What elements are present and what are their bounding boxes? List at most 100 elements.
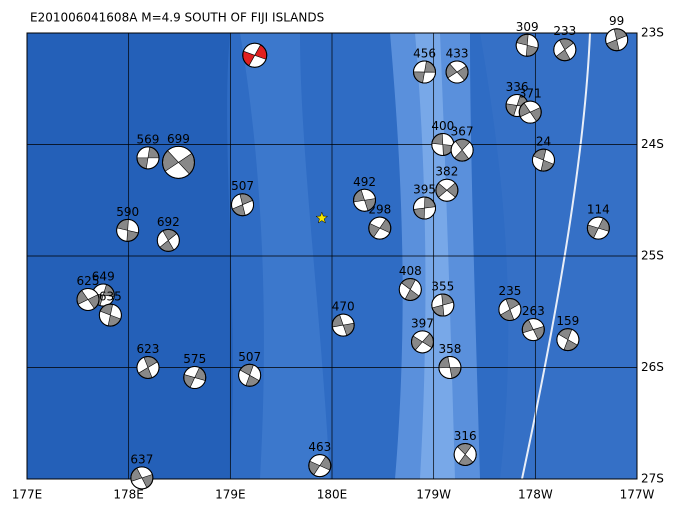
focal-mechanism <box>553 38 577 62</box>
depth-label: 316 <box>454 429 477 443</box>
depth-label: 336 <box>506 80 529 94</box>
depth-label: 635 <box>99 290 122 304</box>
ball-outline <box>586 216 610 240</box>
depth-label: 456 <box>413 47 436 61</box>
ball-outline <box>98 303 122 327</box>
focal-mechanism <box>453 442 477 466</box>
focal-mechanism <box>183 366 207 390</box>
ball-outline <box>413 196 437 220</box>
depth-label: 358 <box>438 342 461 356</box>
depth-label: 470 <box>332 300 355 314</box>
ball-outline <box>450 138 474 162</box>
depth-label: 355 <box>431 280 454 294</box>
ball-outline <box>116 218 140 242</box>
depth-label: 99 <box>609 14 624 28</box>
ball-outline <box>531 148 555 172</box>
map-title: E201006041608A M=4.9 SOUTH OF FIJI ISLAN… <box>30 11 324 25</box>
lon-label: 180E <box>317 488 348 502</box>
focal-mechanism <box>605 28 629 52</box>
depth-label: 235 <box>498 284 521 298</box>
ball-outline <box>156 228 180 252</box>
focal-mechanism <box>231 193 255 217</box>
lat-label: 24S <box>641 137 664 151</box>
depth-label: 159 <box>556 314 579 328</box>
ball-outline <box>498 298 522 322</box>
focal-mechanism <box>242 42 268 68</box>
focal-mechanism <box>521 318 545 342</box>
ball-outline <box>413 60 437 84</box>
ball-outline <box>445 60 469 84</box>
focal-mechanism <box>156 228 180 252</box>
graticule <box>26 32 638 480</box>
focal-mechanism <box>136 356 160 379</box>
depth-label: 400 <box>431 119 454 133</box>
lon-label: 177E <box>12 488 43 502</box>
depth-label: 699 <box>167 132 190 146</box>
focal-mechanism <box>586 216 610 240</box>
ball-outline <box>238 363 262 387</box>
focal-mechanism <box>353 188 377 212</box>
ball-outline <box>410 330 434 354</box>
ball-outline <box>521 318 545 342</box>
ball-outline <box>308 454 332 478</box>
ball-outline <box>438 356 462 379</box>
focal-mechanism <box>445 60 469 84</box>
ball-outline <box>76 287 100 311</box>
depth-label: 309 <box>516 20 539 34</box>
focal-mechanism <box>518 100 542 124</box>
ball-outline <box>353 188 377 212</box>
ball-outline <box>556 328 580 352</box>
ball-outline <box>183 366 207 390</box>
depth-label: 382 <box>435 165 458 179</box>
depth-label: 114 <box>587 203 610 217</box>
focal-mechanism <box>515 33 539 57</box>
focal-mechanism <box>308 454 332 478</box>
depth-label: 233 <box>553 24 576 38</box>
epicenter-star <box>315 211 329 224</box>
focal-mechanism <box>98 303 122 327</box>
focal-mechanism <box>450 138 474 162</box>
ball-outline <box>368 216 392 240</box>
ball-outline <box>515 33 539 57</box>
focal-mechanism <box>76 287 100 311</box>
ball-outline <box>453 442 477 466</box>
lon-label: 178E <box>113 488 144 502</box>
ball-outline <box>605 28 629 52</box>
depth-label: 623 <box>137 342 160 356</box>
depth-label: 463 <box>308 440 331 454</box>
focal-mechanism <box>438 356 462 379</box>
depth-label: 637 <box>130 452 153 466</box>
focal-mechanism <box>136 146 160 170</box>
ball-outline <box>242 42 268 68</box>
depth-label: 24 <box>536 135 551 149</box>
focal-mechanism <box>331 313 355 337</box>
focal-mechanism <box>238 363 262 387</box>
ball-outline <box>331 313 355 337</box>
depth-label: 395 <box>413 183 436 197</box>
depth-label: 507 <box>231 179 254 193</box>
focal-mechanism <box>398 277 422 301</box>
ball-outline <box>435 178 459 202</box>
lon-label: 179W <box>416 488 451 502</box>
ball-outline <box>398 277 422 301</box>
ball-outline <box>553 38 577 62</box>
depth-label: 263 <box>522 304 545 318</box>
lat-label: 23S <box>641 26 664 40</box>
ball-outline <box>130 466 154 490</box>
depth-label: 371 <box>519 87 542 101</box>
focal-mechanism <box>116 218 140 242</box>
depth-label: 649 <box>92 270 115 284</box>
focal-mechanism <box>556 328 580 352</box>
depth-label: 367 <box>451 125 474 139</box>
ball-outline <box>518 100 542 124</box>
focal-mechanism <box>435 178 459 202</box>
lon-label: 177W <box>620 488 655 502</box>
focal-mechanism <box>161 145 195 179</box>
focal-mechanism <box>413 60 437 84</box>
depth-label: 492 <box>353 175 376 189</box>
focal-mechanism <box>413 196 437 220</box>
lat-label: 27S <box>641 472 664 486</box>
depth-label: 397 <box>411 316 434 330</box>
depth-label: 408 <box>399 264 422 278</box>
